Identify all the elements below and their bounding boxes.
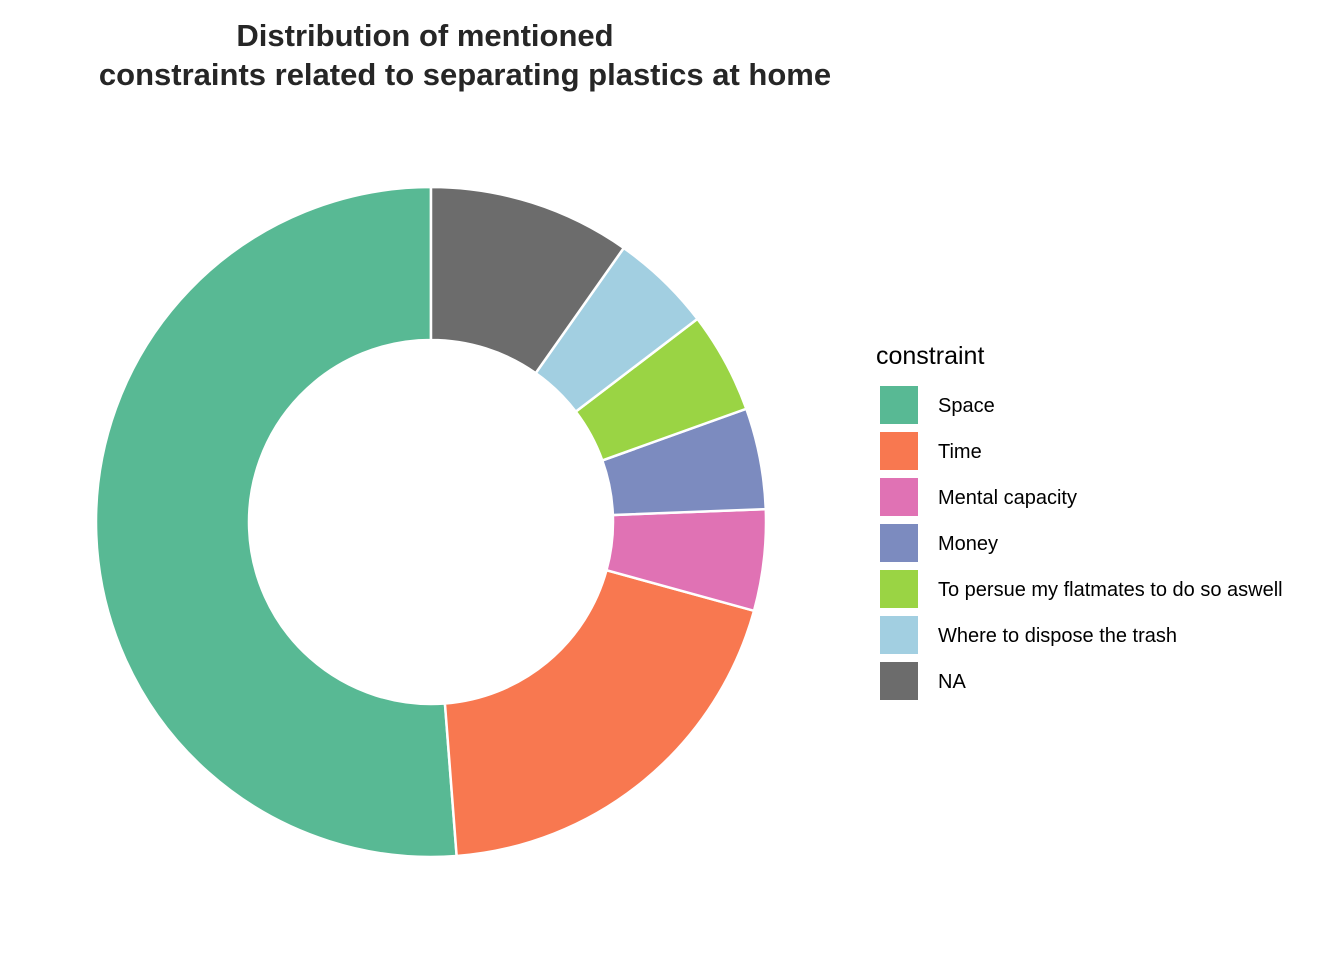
legend-swatch (880, 432, 918, 470)
donut-slice-space (94, 185, 458, 859)
chart-title-line-2: constraints related to separating plasti… (99, 57, 831, 92)
legend-swatch (880, 570, 918, 608)
legend-label: To persue my flatmates to do so aswell (938, 579, 1283, 601)
legend: constraint Space Time Mental capacity Money… (876, 342, 1283, 700)
legend-label: Mental capacity (938, 487, 1077, 509)
legend-items: Space Time Mental capacity Money To persue m… (880, 386, 1283, 700)
legend-label: Space (938, 395, 995, 417)
donut-slice-time (443, 568, 756, 858)
legend-swatch (880, 524, 918, 562)
legend-label: Money (938, 533, 998, 555)
legend-label: NA (938, 671, 966, 693)
legend-swatch (880, 616, 918, 654)
legend-swatch (880, 662, 918, 700)
legend-swatch (880, 386, 918, 424)
legend-label: Time (938, 441, 982, 463)
legend-label: Where to dispose the trash (938, 625, 1177, 647)
donut-slice-na (429, 185, 626, 375)
legend-swatch (880, 478, 918, 516)
legend-title: constraint (876, 342, 984, 370)
chart-title-line-1: Distribution of mentioned (236, 18, 613, 53)
donut-slices (94, 185, 768, 859)
